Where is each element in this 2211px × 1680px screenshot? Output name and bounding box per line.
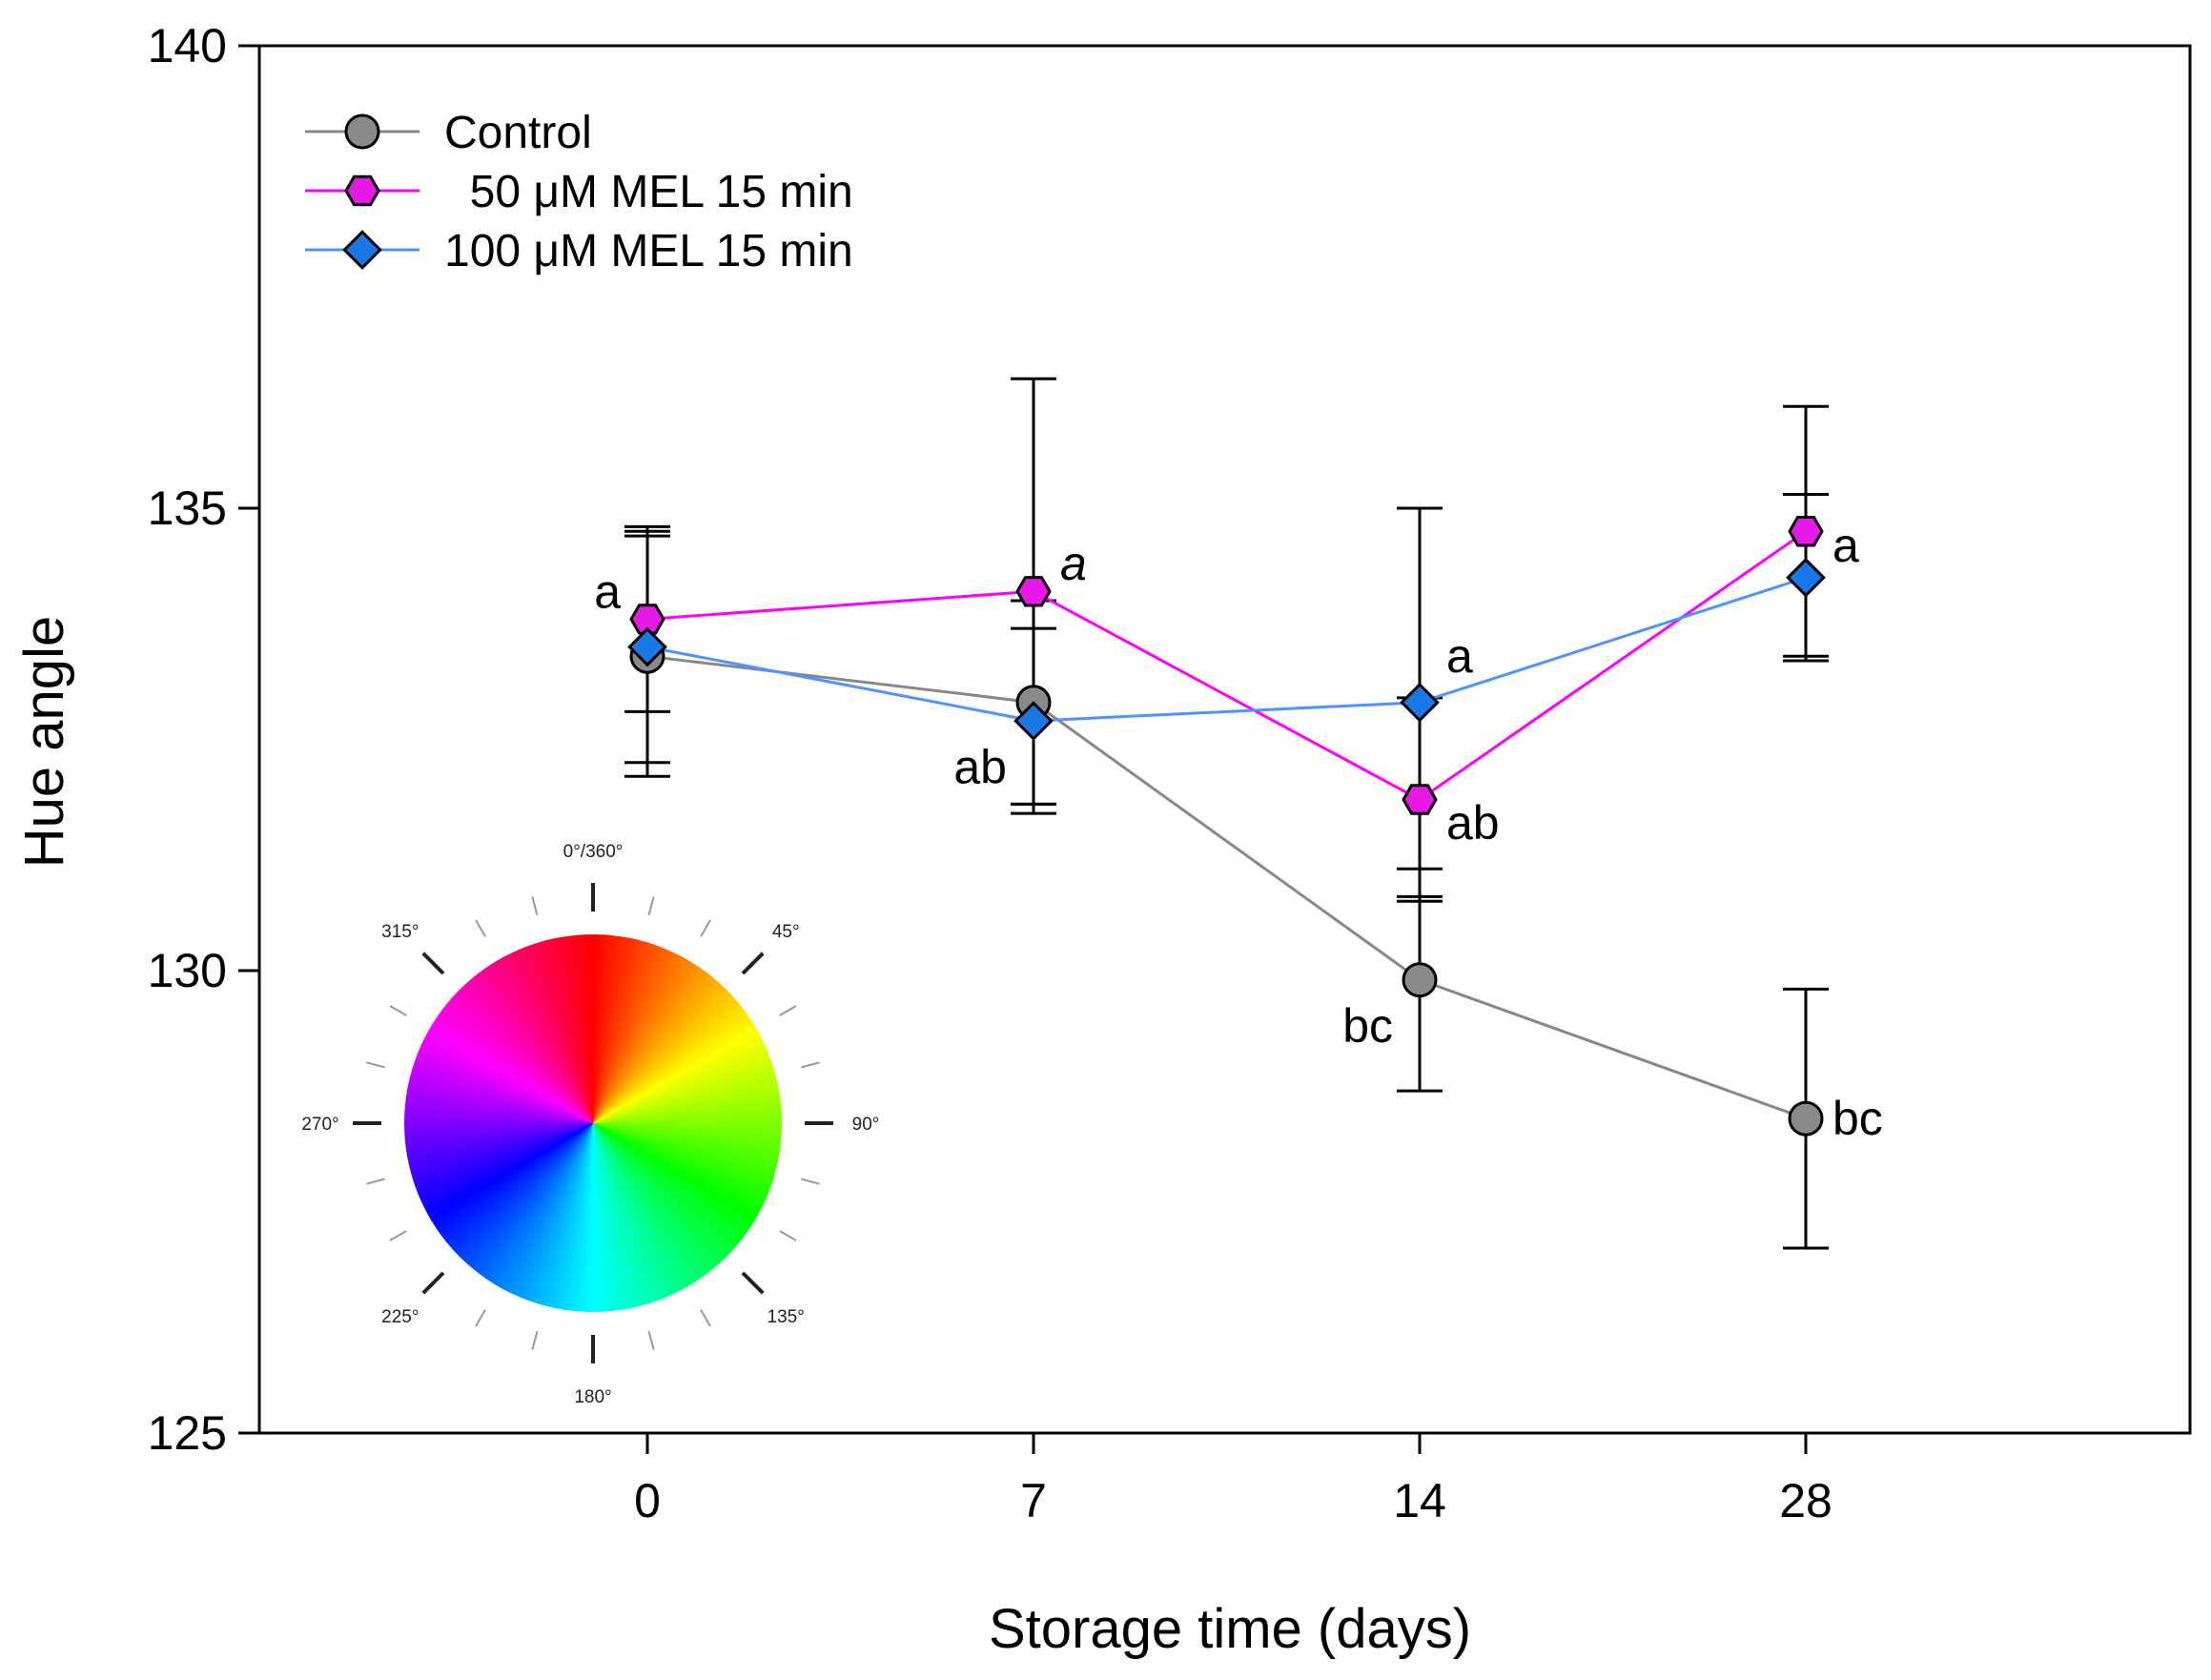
significance-letters: a a ab a ab bc a bc bbox=[594, 519, 1883, 1145]
significance-letter: a bbox=[594, 564, 621, 618]
plot-area-frame bbox=[257, 44, 2192, 1435]
significance-letter: ab bbox=[1446, 796, 1500, 850]
x-tick-label: 7 bbox=[1020, 1474, 1047, 1527]
wheel-degree-label: 45° bbox=[772, 922, 800, 942]
series-line-1 bbox=[646, 530, 1807, 802]
legend-item: 50 μM MEL 15 min bbox=[305, 167, 853, 217]
y-tick-label: 125 bbox=[148, 1406, 227, 1460]
legend-marker bbox=[344, 174, 380, 207]
wheel-tick bbox=[801, 1061, 820, 1069]
wheel-tick bbox=[366, 1178, 385, 1185]
wheel-tick bbox=[366, 1061, 385, 1069]
wheel-degree-label: 315° bbox=[381, 922, 419, 942]
wheel-tick bbox=[779, 1005, 797, 1016]
wheel-tick bbox=[389, 1230, 407, 1241]
y-tick-label: 140 bbox=[148, 19, 227, 72]
wheel-tick bbox=[647, 1331, 655, 1350]
series-line-2 bbox=[646, 576, 1807, 723]
data-point bbox=[1788, 1100, 1824, 1137]
wheel-degree-label: 225° bbox=[381, 1307, 419, 1327]
wheel-tick bbox=[801, 1178, 820, 1185]
data-point bbox=[1015, 576, 1052, 607]
significance-letter: a bbox=[1446, 629, 1473, 683]
wheel-tick bbox=[647, 896, 655, 915]
data-series bbox=[624, 377, 1829, 1250]
wheel-tick bbox=[531, 896, 539, 915]
wheel-degree-label: 180° bbox=[574, 1387, 611, 1407]
x-tick-label: 28 bbox=[1779, 1474, 1832, 1527]
wheel-tick bbox=[421, 952, 445, 975]
data-point bbox=[627, 626, 667, 667]
legend-marker bbox=[344, 113, 380, 150]
wheel-tick bbox=[700, 1309, 711, 1327]
x-tick-label: 0 bbox=[634, 1474, 661, 1527]
data-point bbox=[1786, 557, 1826, 598]
data-point bbox=[1402, 962, 1438, 998]
wheel-tick bbox=[475, 919, 486, 937]
wheel-tick bbox=[531, 1331, 539, 1350]
significance-letter: bc bbox=[1832, 1092, 1883, 1145]
x-axis: 0 7 14 28 bbox=[634, 1433, 1832, 1527]
wheel-tick bbox=[700, 919, 711, 937]
y-tick-label: 135 bbox=[148, 481, 227, 535]
series-lines bbox=[646, 530, 1807, 1120]
wheel-tick bbox=[475, 1309, 486, 1327]
data-point bbox=[1788, 516, 1824, 547]
wheel-tick bbox=[389, 1005, 407, 1016]
hue-color-wheel bbox=[404, 934, 782, 1312]
data-point bbox=[1400, 682, 1440, 723]
wheel-degree-labels: 0°/360° 45° 90° 135° 180° 225° 270° 315° bbox=[301, 842, 879, 1407]
wheel-degree-label: 270° bbox=[301, 1115, 338, 1135]
wheel-tick bbox=[421, 1271, 445, 1295]
data-point bbox=[1013, 701, 1054, 741]
legend-label: 100 μM MEL 15 min bbox=[444, 226, 853, 277]
wheel-degree-label: 0°/360° bbox=[563, 842, 624, 862]
wheel-tick bbox=[741, 1271, 765, 1295]
wheel-tick-marks bbox=[353, 883, 833, 1363]
data-point bbox=[1402, 784, 1438, 815]
legend-item: Control bbox=[305, 108, 592, 158]
y-tick-label: 130 bbox=[148, 944, 227, 997]
x-axis-title: Storage time (days) bbox=[989, 1598, 1471, 1660]
legend-label: Control bbox=[444, 108, 592, 158]
series-markers bbox=[627, 516, 1826, 1137]
x-tick-label: 14 bbox=[1393, 1474, 1446, 1527]
wheel-degree-label: 135° bbox=[768, 1307, 805, 1327]
hue-color-wheel-inset: 0°/360° 45° 90° 135° 180° 225° 270° 315° bbox=[301, 842, 879, 1407]
y-axis-title: Hue angle bbox=[13, 616, 75, 868]
legend-marker bbox=[342, 230, 382, 270]
wheel-tick bbox=[779, 1230, 797, 1241]
significance-letter: a bbox=[1060, 537, 1087, 590]
y-axis: 125 130 135 140 bbox=[148, 19, 259, 1460]
significance-letter: bc bbox=[1342, 999, 1393, 1053]
wheel-degree-label: 90° bbox=[852, 1115, 880, 1135]
wheel-tick bbox=[741, 952, 765, 975]
series-line-0 bbox=[646, 654, 1807, 1120]
data-point bbox=[629, 604, 665, 635]
legend-label: 50 μM MEL 15 min bbox=[444, 167, 853, 217]
error-bars bbox=[624, 377, 1829, 1250]
significance-letter: ab bbox=[953, 741, 1007, 794]
legend: Control 50 μM MEL 15 min 100 μM MEL 15 mi… bbox=[305, 108, 853, 277]
significance-letter: a bbox=[1832, 519, 1859, 572]
legend-item: 100 μM MEL 15 min bbox=[305, 226, 853, 277]
